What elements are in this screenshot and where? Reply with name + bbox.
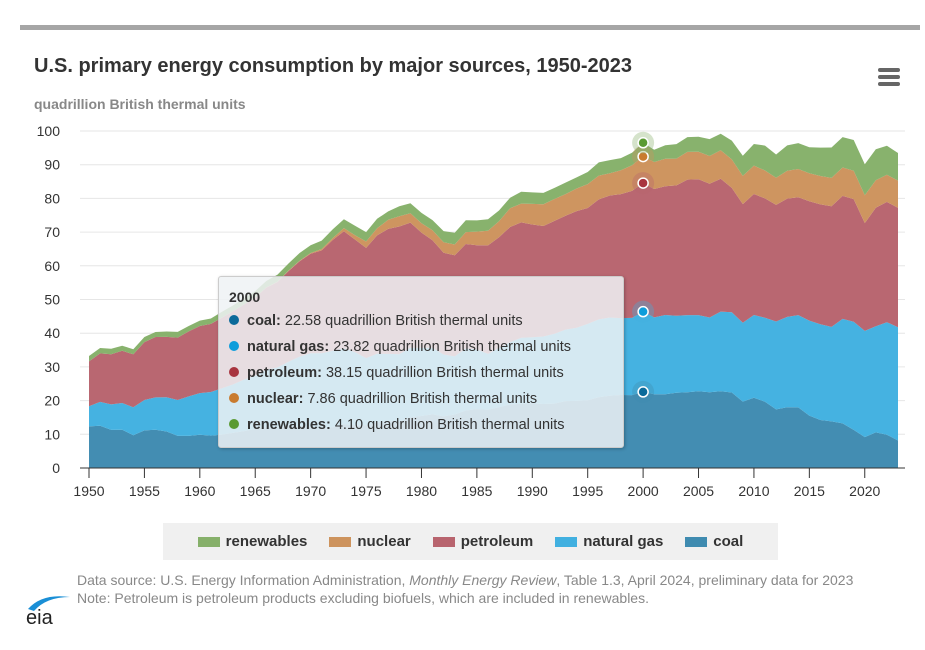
footer: Data source: U.S. Energy Information Adm… [77,571,897,607]
y-tick-label: 20 [44,393,60,409]
tooltip-row: nuclear: 7.86 quadrillion British therma… [229,391,537,407]
tooltip-series-label: natural gas: [247,339,330,355]
highlight-marker-nuclear [637,150,649,163]
legend-item-renewables[interactable]: renewables [197,533,308,550]
x-tick-label: 1985 [461,483,492,499]
tooltip-series-label: petroleum: [247,365,322,381]
x-tick-label: 1950 [73,483,104,499]
top-divider [20,25,920,30]
legend-item-nuclear[interactable]: nuclear [329,533,411,550]
tooltip-row: petroleum: 38.15 quadrillion British the… [229,365,564,381]
y-tick-label: 10 [44,426,60,442]
y-tick-label: 40 [44,325,60,341]
tooltip-row: natural gas: 23.82 quadrillion British t… [229,339,571,355]
highlight-marker-natural-gas [637,305,649,318]
x-tick-label: 1990 [517,483,548,499]
x-tick-label: 1975 [350,483,381,499]
tooltip-year: 2000 [229,289,261,305]
x-tick-label: 1965 [240,483,271,499]
x-tick-label: 1960 [184,483,215,499]
legend-item-coal[interactable]: coal [685,533,743,550]
svg-text:eia: eia [26,607,54,627]
y-tick-label: 30 [44,359,60,375]
x-tick-label: 2010 [738,483,769,499]
highlight-marker-renewables [637,137,649,149]
area-renewables [89,133,898,362]
highlight-marker-coal [637,386,649,398]
x-tick-label: 1995 [572,483,603,499]
tooltip-series-value: 38.15 quadrillion British thermal units [321,365,564,381]
x-tick-label: 2020 [849,483,880,499]
tooltip-series-label: renewables: [247,417,331,433]
tooltip-row: renewables: 4.10 quadrillion British the… [229,417,565,433]
x-tick-label: 2005 [683,483,714,499]
series-dot-icon [229,315,239,325]
tooltip-series-value: 4.10 quadrillion British thermal units [330,417,565,433]
series-dot-icon [229,393,239,403]
x-tick-label: 2015 [794,483,825,499]
y-tick-label: 80 [44,190,60,206]
legend-label: coal [713,533,744,550]
y-tick-label: 60 [44,258,60,274]
y-tick-label: 90 [44,157,60,173]
eia-logo: eia [26,596,70,627]
legend: renewables nuclear petroleum natural gas coa… [163,523,778,560]
tooltip-series-value: 7.86 quadrillion British thermal units [303,391,538,407]
highlight-marker-petroleum [637,177,649,189]
legend-label: natural gas [583,533,664,550]
x-tick-label: 1955 [129,483,160,499]
x-tick-label: 1970 [295,483,326,499]
legend-label: renewables [225,533,308,550]
series-dot-icon [229,419,239,429]
legend-label: petroleum [460,533,534,550]
hamburger-menu-icon[interactable] [878,68,900,88]
legend-swatch-icon [432,536,455,547]
series-dot-icon [229,341,239,351]
tooltip-series-label: nuclear: [247,391,304,407]
tooltip: 2000 coal: 22.58 quadrillion British the… [218,276,624,448]
y-axis-unit-label: quadrillion British thermal units [34,96,246,112]
chart-title: U.S. primary energy consumption by major… [34,55,633,77]
legend-swatch-icon [555,536,578,547]
legend-swatch-icon [685,536,708,547]
note: Note: Petroleum is petroleum products ex… [77,590,649,606]
x-tick-label: 1980 [406,483,437,499]
y-tick-label: 70 [44,224,60,240]
y-tick-label: 0 [52,460,60,476]
legend-label: nuclear [357,533,411,550]
series-dot-icon [229,367,239,377]
legend-item-natural-gas[interactable]: natural gas [555,533,663,550]
legend-item-petroleum[interactable]: petroleum [432,533,534,550]
y-tick-label: 50 [44,292,60,308]
legend-swatch-icon [329,536,352,547]
tooltip-series-value: 23.82 quadrillion British thermal units [329,339,571,355]
x-tick-label: 2000 [628,483,659,499]
tooltip-series-label: coal: [247,313,281,329]
data-source: Data source: U.S. Energy Information Adm… [77,572,854,588]
y-tick-label: 100 [37,123,61,139]
tooltip-row: coal: 22.58 quadrillion British thermal … [229,313,523,329]
legend-swatch-icon [197,536,220,547]
tooltip-series-value: 22.58 quadrillion British thermal units [280,313,523,329]
